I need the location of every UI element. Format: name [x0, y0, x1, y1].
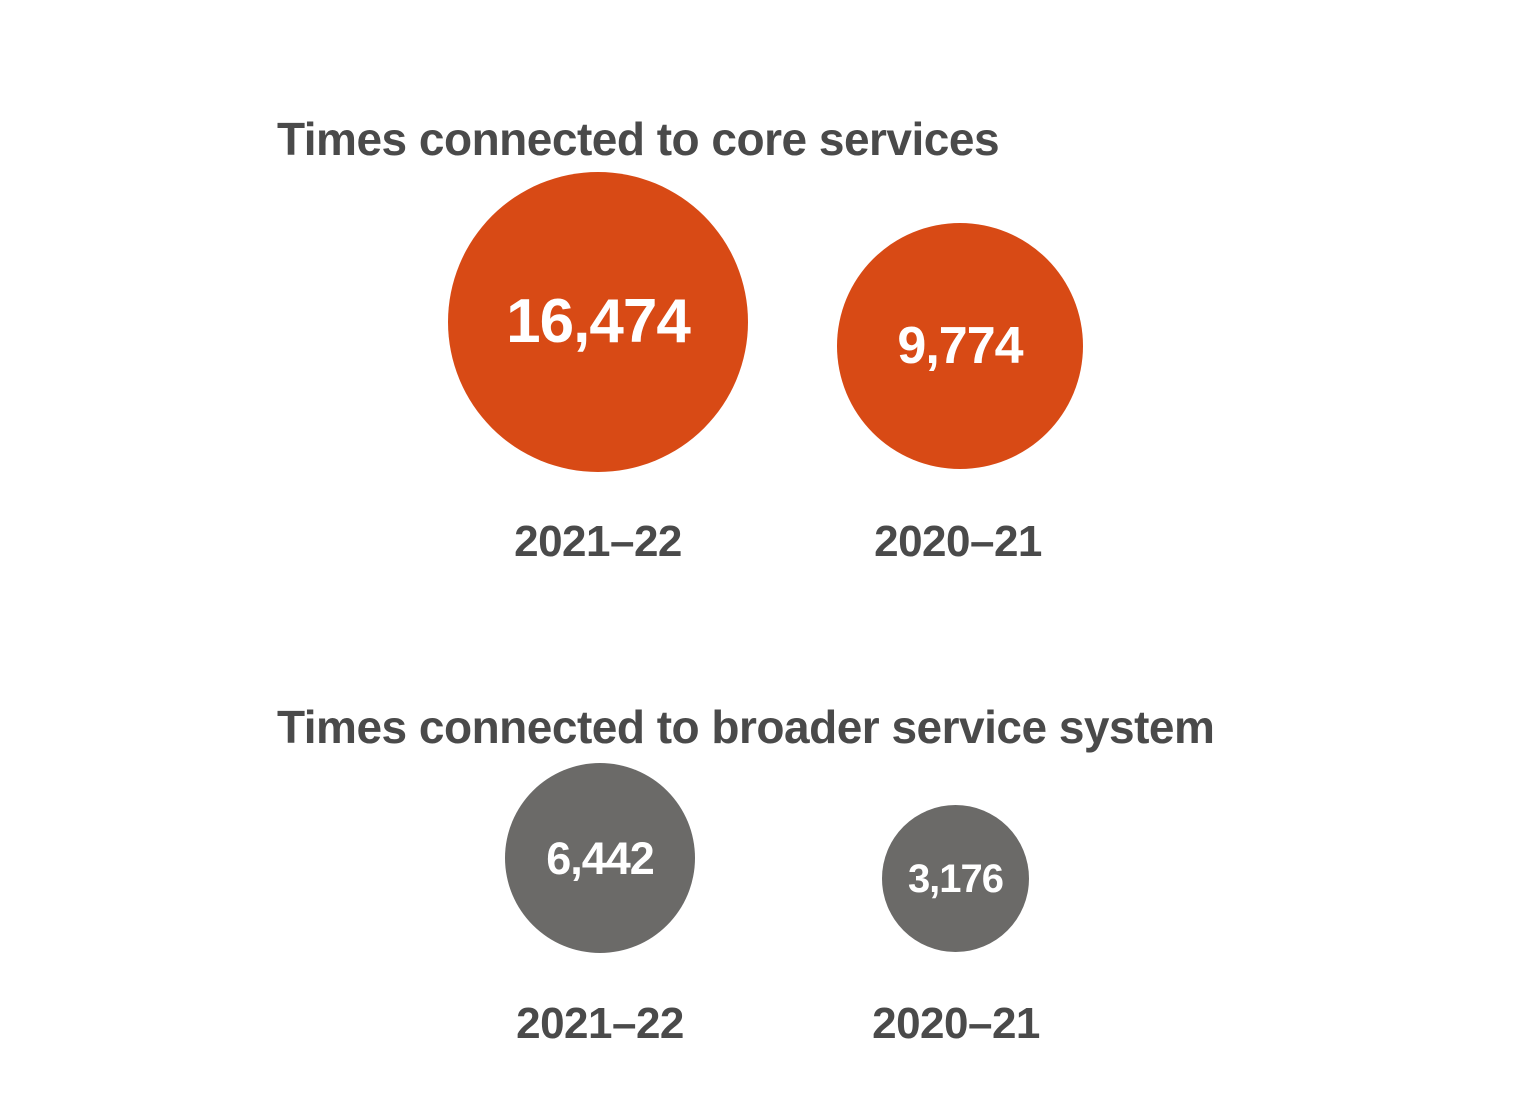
bubble-core-2021-22: 16,474 — [448, 172, 748, 472]
bubble-value-broader-2021-22: 6,442 — [546, 832, 655, 884]
bubble-broader-2020-21: 3,176 — [882, 805, 1029, 952]
year-label-core-2020-21: 2020–21 — [874, 517, 1042, 566]
chart-title-core-services: Times connected to core services — [277, 113, 1000, 166]
bubble-value-core-2020-21: 9,774 — [897, 317, 1023, 375]
bubble-broader-2021-22: 6,442 — [505, 763, 695, 953]
bubble-core-2020-21: 9,774 — [837, 223, 1083, 469]
bubble-value-broader-2020-21: 3,176 — [907, 856, 1004, 901]
chart-title-broader-service-system: Times connected to broader service syste… — [277, 701, 1215, 754]
year-label-broader-2020-21: 2020–21 — [872, 999, 1040, 1048]
bubble-value-core-2021-22: 16,474 — [506, 287, 691, 356]
year-label-core-2021-22: 2021–22 — [514, 517, 682, 566]
year-label-broader-2021-22: 2021–22 — [516, 999, 684, 1048]
